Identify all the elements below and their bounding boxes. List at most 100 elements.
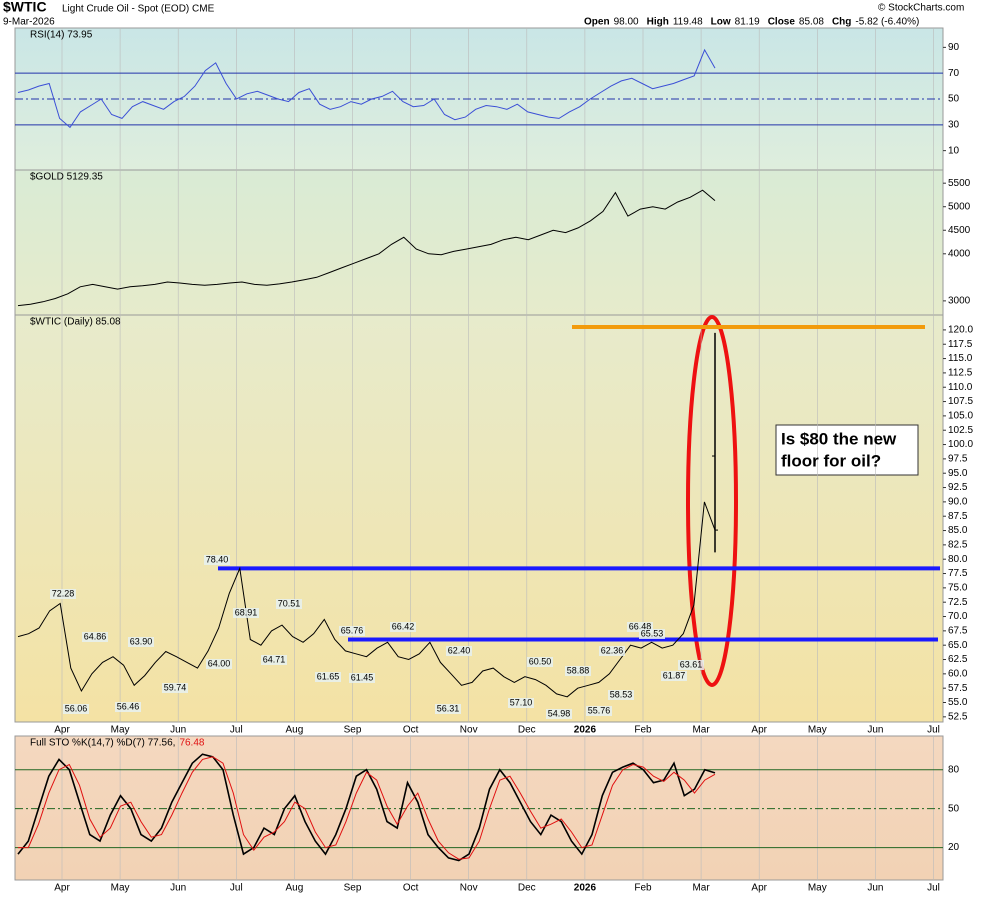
annotation: 66.42 [392, 621, 415, 631]
annotation-bg [315, 672, 341, 682]
series-line [18, 756, 716, 860]
symbol: $WTIC [3, 0, 47, 15]
annotation-bg [82, 632, 108, 642]
annotation-bg [50, 589, 76, 599]
annotation: 62.36 [601, 645, 624, 655]
y-tick-label: 102.5 [948, 425, 973, 436]
header-value: 98.00 [614, 17, 639, 28]
x-tick-label: May [808, 725, 827, 736]
annotation: 56.31 [437, 703, 460, 713]
annotation: 63.61 [680, 659, 703, 669]
header-label: High [647, 17, 669, 28]
y-tick-label: 5000 [948, 201, 971, 212]
y-tick-label: 10 [948, 145, 960, 156]
y-tick-label: 87.5 [948, 511, 968, 522]
y-tick-label: 105.0 [948, 411, 973, 422]
x-tick-label: Aug [286, 725, 304, 736]
annotation-bg [63, 704, 89, 714]
annotation: 65.53 [641, 628, 664, 638]
x-tick-label: Apr [54, 883, 70, 894]
x-tick-label: Feb [634, 883, 652, 894]
x-tick-label: Nov [460, 883, 478, 894]
y-tick-label: 77.5 [948, 568, 968, 579]
y-tick-label: 60.0 [948, 668, 968, 679]
annotation-bg [508, 698, 534, 708]
header-label: Chg [832, 17, 851, 28]
annotation-bg [435, 704, 461, 714]
y-tick-label: 110.0 [948, 382, 973, 393]
y-tick-label: 75.0 [948, 583, 968, 594]
annotation: 61.45 [351, 672, 374, 682]
annotation: 64.71 [263, 654, 286, 664]
annotation-bg [527, 657, 553, 667]
y-tick-label: 65.0 [948, 640, 968, 651]
gold-panel [14, 169, 944, 316]
annotation-bg [233, 608, 259, 618]
header-label: Open [584, 17, 610, 28]
sto-panel [14, 735, 944, 881]
annotation: 62.40 [448, 645, 471, 655]
y-tick-label: 4500 [948, 225, 971, 236]
x-tick-label: 2026 [574, 725, 597, 736]
y-tick-label: 80 [948, 764, 960, 775]
series-line [17, 501, 716, 698]
annotation: 64.00 [208, 658, 231, 668]
y-tick-label: 82.5 [948, 540, 968, 551]
annotation: 72.28 [52, 588, 75, 598]
annotation-bg [339, 626, 365, 636]
annotation-bg [204, 555, 230, 565]
callout-box [775, 424, 919, 476]
header-value: 119.48 [673, 17, 703, 28]
callout-text: Is $80 the new [781, 429, 897, 448]
x-tick-label: Apr [751, 883, 767, 894]
annotation: 61.65 [317, 671, 340, 681]
annotation-bg [661, 671, 687, 681]
y-tick-label: 52.5 [948, 711, 968, 722]
panel-label: $WTIC (Daily) 85.08 [30, 317, 121, 328]
x-tick-label: Jun [170, 725, 186, 736]
series-line [17, 189, 716, 307]
y-tick-label: 115.0 [948, 353, 973, 364]
x-tick-label: Sep [344, 883, 362, 894]
x-tick-label: Nov [460, 725, 478, 736]
y-tick-label: 117.5 [948, 339, 973, 350]
x-tick-label: Jul [927, 725, 940, 736]
annotation: 64.86 [84, 631, 107, 641]
header-label: Close [768, 17, 796, 28]
y-tick-label: 5500 [948, 178, 971, 189]
annotation-bg [390, 622, 416, 632]
x-tick-label: Jul [230, 883, 243, 894]
series-line [17, 753, 716, 862]
panel-label: $GOLD 5129.35 [30, 172, 103, 183]
annotation-bg [565, 666, 591, 676]
annotation: 66.48 [629, 621, 652, 631]
x-tick-label: Apr [751, 725, 767, 736]
y-tick-label: 112.5 [948, 368, 973, 379]
y-tick-label: 90.0 [948, 497, 968, 508]
panel-label: RSI(14) 73.95 [30, 30, 93, 41]
annotation: 56.06 [65, 703, 88, 713]
y-tick-label: 80.0 [948, 554, 968, 565]
y-tick-label: 97.5 [948, 454, 968, 465]
x-tick-label: Sep [344, 725, 362, 736]
annotation-bg [162, 683, 188, 693]
annotation-bg [128, 637, 154, 647]
header-value: -5.82 (-6.40%) [855, 17, 919, 28]
annotation: 65.76 [341, 625, 364, 635]
annotation-bg [261, 655, 287, 665]
panel-label: Full STO %K(14,7) %D(7) 77.56, [30, 738, 175, 749]
series-line [17, 48, 716, 129]
x-tick-label: May [808, 883, 827, 894]
highlight-ellipse [686, 315, 738, 687]
annotation: 63.90 [130, 636, 153, 646]
annotation: 57.10 [510, 697, 533, 707]
y-tick-label: 70.0 [948, 611, 968, 622]
y-tick-label: 107.5 [948, 396, 973, 407]
x-tick-label: Mar [692, 883, 710, 894]
x-tick-label: Jul [927, 883, 940, 894]
annotation-bg [446, 646, 472, 656]
y-tick-label: 3000 [948, 296, 971, 307]
annotation-bg [678, 660, 704, 670]
x-tick-label: Jun [867, 883, 883, 894]
x-tick-label: Apr [54, 725, 70, 736]
